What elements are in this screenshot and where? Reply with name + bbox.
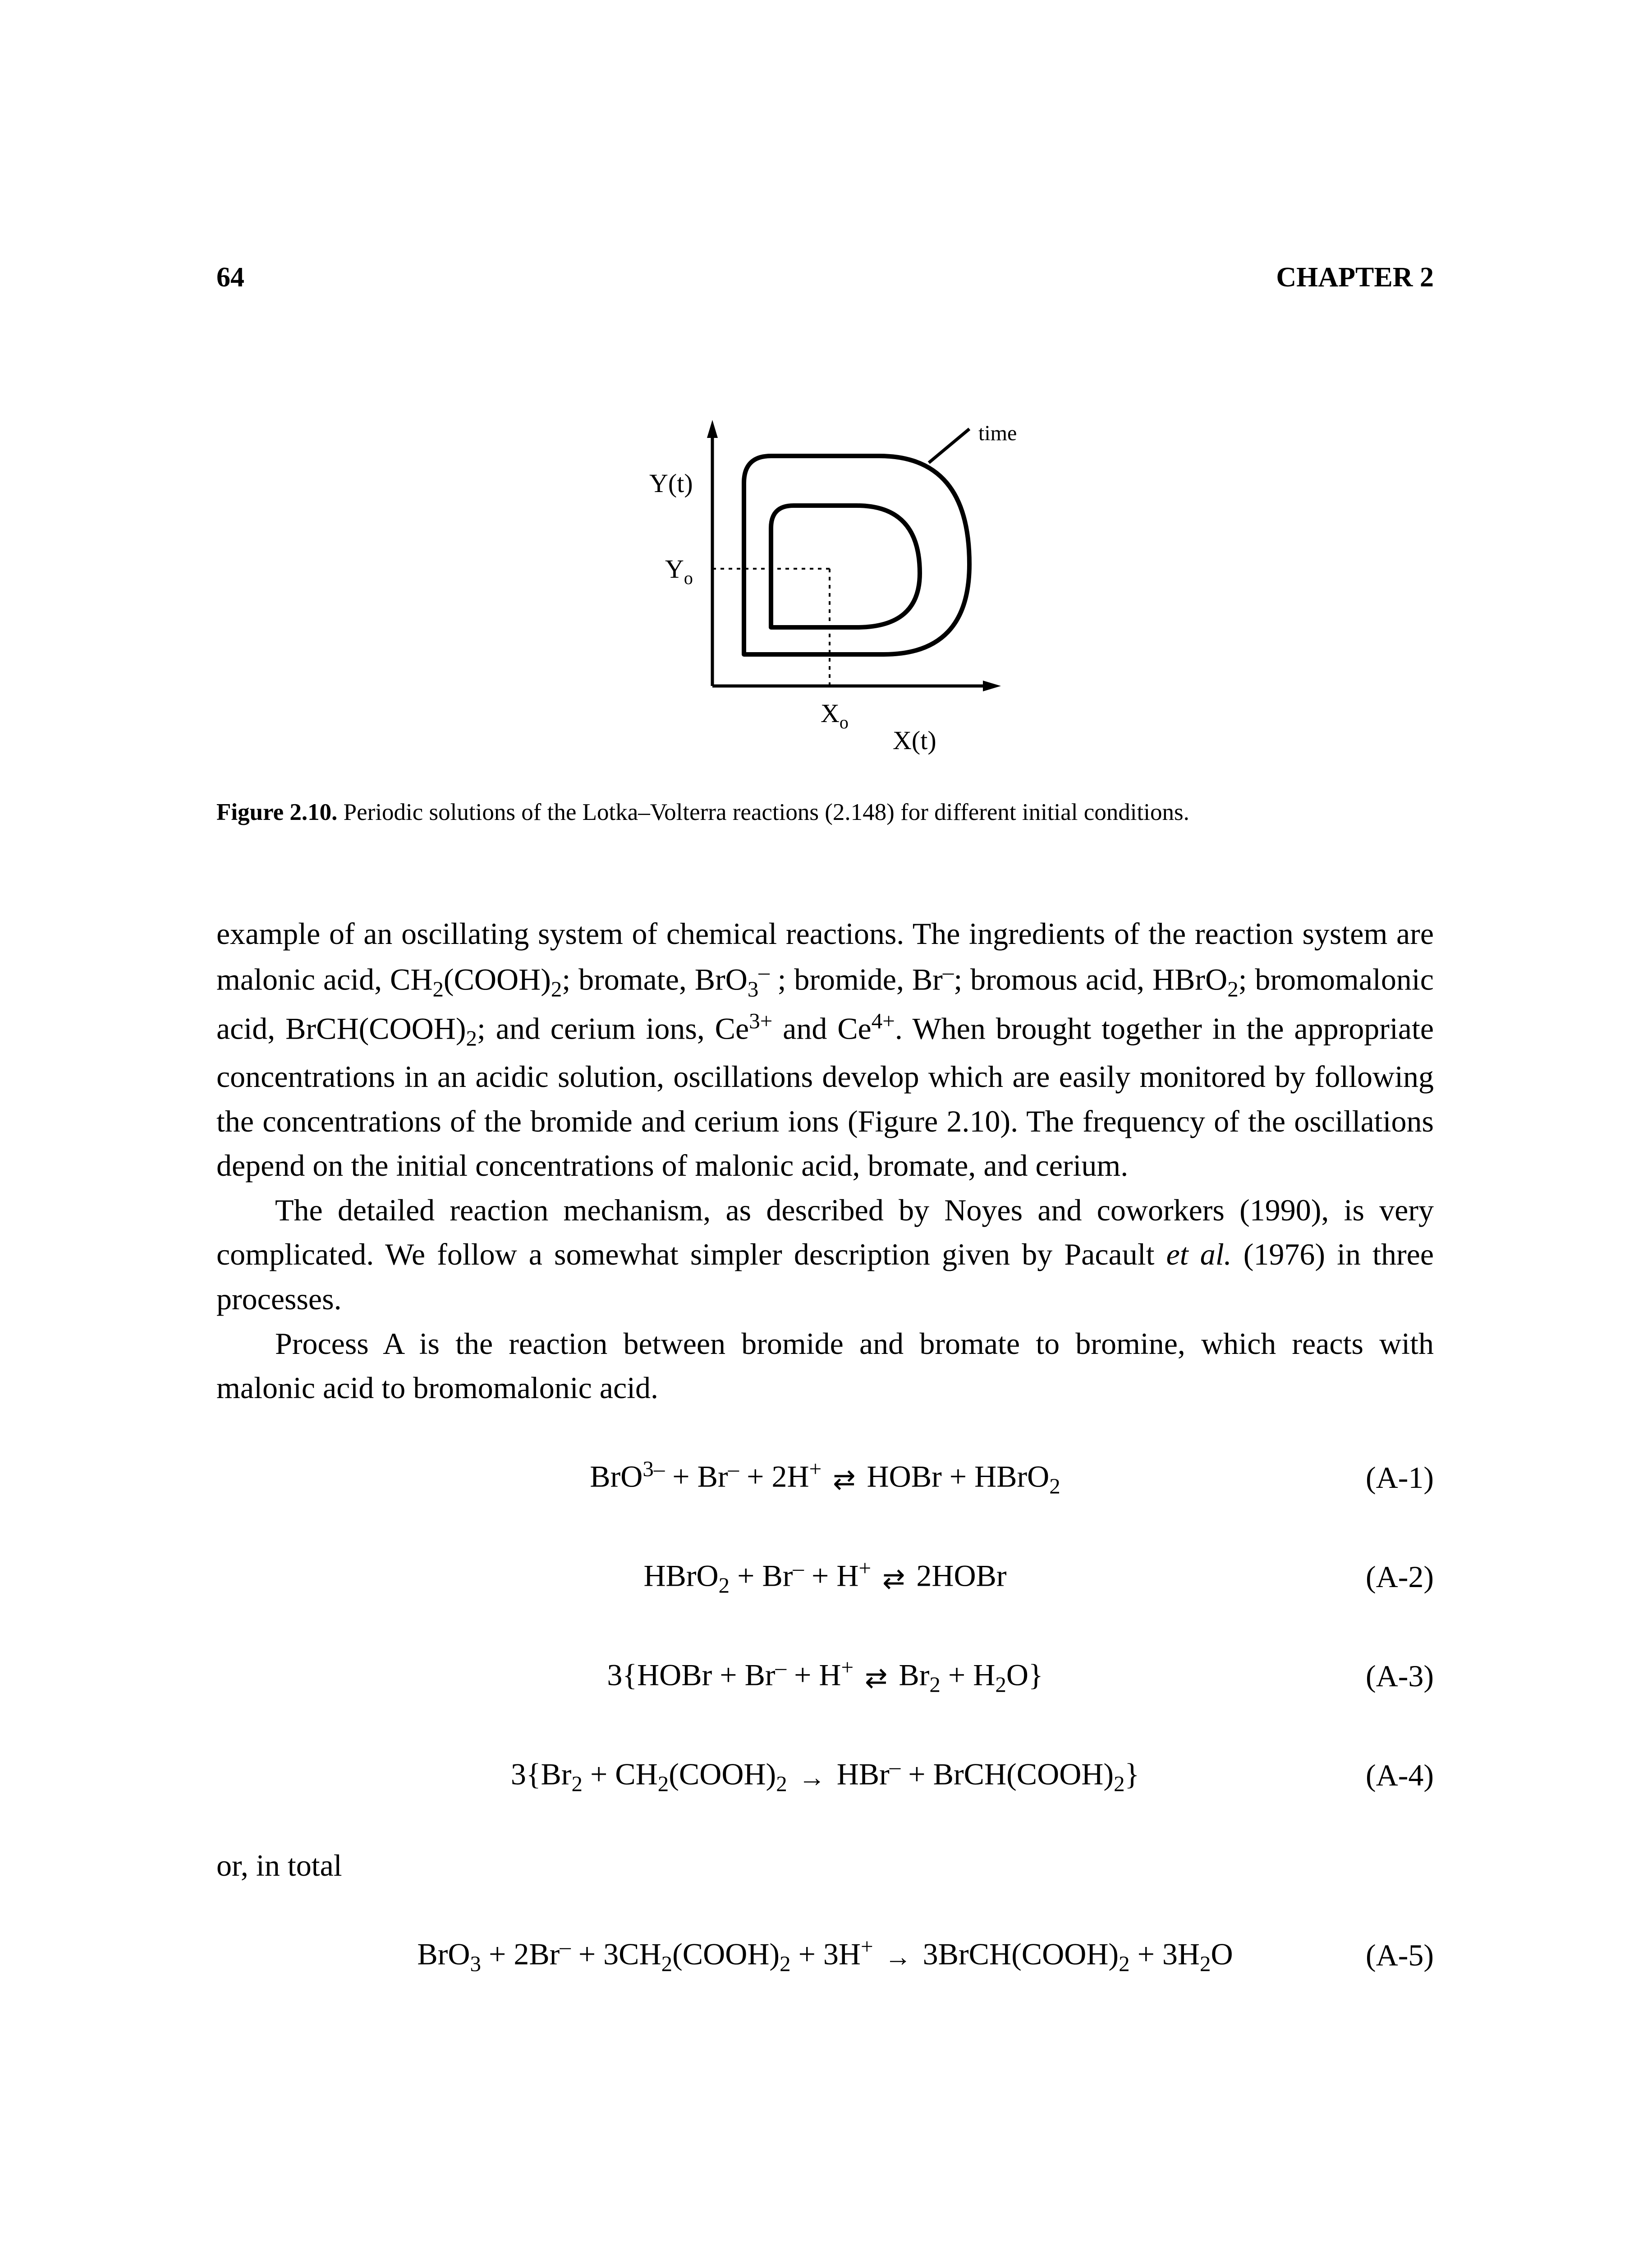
equation-a4: 3{Br2 + CH2(COOH)2 → HBr– + BrCH(COOH)2}…: [216, 1744, 1434, 1807]
equation-label-a2: (A-2): [1366, 1555, 1434, 1599]
equation-label-a3: (A-3): [1366, 1654, 1434, 1698]
equation-label-a4: (A-4): [1366, 1753, 1434, 1798]
figure-caption-text: Periodic solutions of the Lotka–Volterra…: [337, 799, 1189, 825]
or-in-total: or, in total: [216, 1843, 1434, 1888]
body-text: example of an oscillating system of chem…: [216, 911, 1434, 1987]
equation-block: BrO3– + Br– + 2H+ ⇄ HOBr + HBrO2 (A-1) H…: [216, 1446, 1434, 1807]
equation-label-a1: (A-1): [1366, 1455, 1434, 1500]
y-axis-label: Y(t): [649, 469, 693, 498]
lotka-volterra-diagram: time Y(t) Yo Xo X(t): [577, 402, 1073, 772]
equation-a2: HBrO2 + Br– + H+ ⇄ 2HOBr (A-2): [216, 1546, 1434, 1609]
page-number: 64: [216, 262, 244, 294]
figure-2-10: time Y(t) Yo Xo X(t) Figure 2.10. Period…: [216, 402, 1434, 826]
page-content: 64 CHAPTER 2 time Y(t) Yo Xo: [216, 262, 1434, 2023]
chapter-label: CHAPTER 2: [1276, 262, 1434, 294]
figure-caption-bold: Figure 2.10.: [216, 799, 337, 825]
equation-a3: 3{HOBr + Br– + H+ ⇄ Br2 + H2O} (A-3): [216, 1645, 1434, 1708]
paragraph-1: example of an oscillating system of chem…: [216, 911, 1434, 1188]
y-origin-label: Yo: [665, 554, 693, 588]
x-origin-label: Xo: [821, 699, 849, 732]
equation-label-a5: (A-5): [1366, 1933, 1434, 1978]
page-header: 64 CHAPTER 2: [216, 262, 1434, 294]
equation-a1: BrO3– + Br– + 2H+ ⇄ HOBr + HBrO2 (A-1): [216, 1446, 1434, 1509]
paragraph-3: Process A is the reaction between bromid…: [216, 1321, 1434, 1410]
equation-a5: BrO3 + 2Br– + 3CH2(COOH)2 + 3H+ → 3BrCH(…: [216, 1924, 1434, 1987]
x-axis-label: X(t): [893, 726, 936, 755]
time-label: time: [978, 421, 1017, 445]
paragraph-2: The detailed reaction mechanism, as desc…: [216, 1188, 1434, 1321]
figure-caption: Figure 2.10. Periodic solutions of the L…: [216, 799, 1434, 826]
